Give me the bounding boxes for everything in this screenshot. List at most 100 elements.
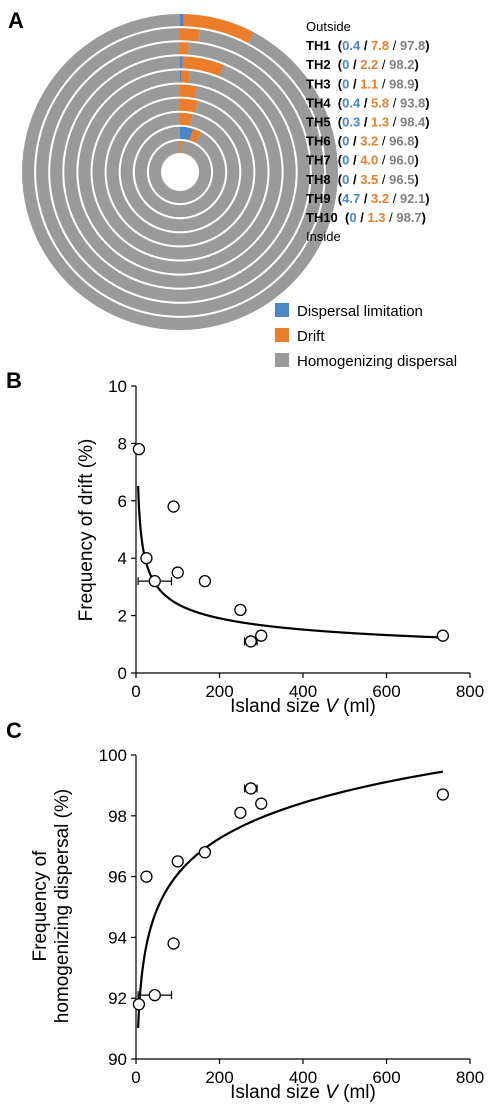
panel-c-letter: C	[6, 718, 22, 743]
legend: Dispersal limitation Drift Homogenizing …	[275, 303, 457, 370]
th10-drift-segment	[180, 140, 183, 154]
ring-label-th8: TH8 (0 / 3.5 / 96.5)	[306, 172, 419, 187]
ring-th7	[106, 98, 254, 246]
x-axis-title-c-var: V	[325, 1082, 340, 1103]
ring-label-th5: TH5 (0.3 / 1.3 / 98.4)	[306, 115, 430, 130]
data-point-b-1	[140, 552, 153, 565]
ring-labels: Outside TH1 (0.4 / 7.8 / 97.8) TH2 (0 / 2.…	[306, 19, 430, 244]
ring-label-th10: TH10 (0 / 1.3 / 98.7)	[306, 210, 426, 225]
ring-name: TH8	[306, 172, 331, 187]
th6-drift-segment	[180, 84, 198, 99]
data-point-b-0	[132, 442, 146, 456]
data-point-b-9	[436, 629, 450, 642]
fit-curve-b	[136, 486, 443, 639]
th4-dispersal-limitation-segment	[180, 56, 183, 69]
drift-value: 5.8	[371, 95, 389, 110]
legend-swatch-drift	[275, 328, 289, 342]
outside-label: Outside	[306, 19, 351, 34]
ring-th4	[64, 56, 296, 288]
ring-label-th4: TH4 (0.4 / 5.8 / 93.8)	[306, 95, 430, 110]
th9-homogenizing-dispersal-segment	[134, 126, 226, 218]
th1-drift-segment	[183, 14, 254, 43]
panel-a-letter: A	[8, 8, 24, 33]
ring-name: TH9	[306, 191, 331, 206]
homogenizing-dispersal-value: 96.0	[389, 153, 414, 168]
ring-th9	[134, 126, 226, 218]
x-axis-title-b-unit: (ml)	[343, 696, 376, 717]
ring-th1	[22, 13, 339, 330]
data-point-b-2	[148, 575, 161, 588]
drift-value: 3.2	[360, 134, 378, 149]
drift-value: 1.3	[367, 210, 385, 225]
data-point-c-5	[198, 846, 212, 859]
homogenizing-dispersal-value: 92.1	[400, 191, 425, 206]
y-tick-label-b-0: 0	[118, 664, 127, 683]
th10-homogenizing-dispersal-segment	[148, 140, 212, 204]
drift-value: 4.0	[360, 153, 378, 168]
ring-name: TH2	[306, 57, 331, 72]
data-point-c-4	[171, 855, 184, 868]
th6-homogenizing-dispersal-segment	[92, 84, 268, 260]
th3-drift-segment	[180, 42, 189, 55]
ring-label-th7: TH7 (0 / 4.0 / 96.0)	[306, 153, 419, 168]
ring-name: TH6	[306, 134, 331, 149]
ring-name: TH3	[306, 76, 331, 91]
y-tick-label-c-100: 100	[99, 746, 127, 765]
x-axis-title-c: Island size V (ml)	[230, 1082, 376, 1103]
th5-drift-segment	[181, 70, 191, 83]
y-tick-label-c-90: 90	[108, 1050, 127, 1069]
legend-label-homogenizing-dispersal: Homogenizing dispersal	[297, 353, 457, 370]
dispersal-limitation-value: 0	[342, 76, 349, 91]
ring-th5	[78, 70, 282, 274]
dispersal-limitation-value: 0	[349, 210, 356, 225]
ring-th8	[120, 112, 240, 232]
ring-th2	[36, 28, 324, 316]
y-tick-label-c-92: 92	[108, 989, 127, 1008]
homogenizing-dispersal-value: 98.2	[389, 57, 414, 72]
dispersal-limitation-value: 0.3	[342, 115, 360, 130]
dispersal-limitation-value: 0.4	[342, 95, 361, 110]
ring-label-th6: TH6 (0 / 3.2 / 96.8)	[306, 134, 419, 149]
dispersal-limitation-value: 0	[342, 57, 349, 72]
homogenizing-dispersal-value: 96.8	[389, 134, 414, 149]
y-tick-label-b-2: 2	[118, 607, 127, 626]
legend-swatch-dispersal-limitation	[275, 303, 289, 317]
drift-value: 7.8	[371, 38, 389, 53]
data-point-b-6	[234, 603, 247, 617]
x-axis-title-c-unit: (ml)	[343, 1082, 376, 1103]
drift-scatter-plot: 0 2 4 6 8 10 0 200 400 600 800	[108, 377, 484, 701]
data-point-c-7	[244, 782, 257, 795]
ring-name: TH7	[306, 153, 331, 168]
y-tick-label-c-98: 98	[108, 807, 127, 826]
drift-value: 3.5	[360, 172, 378, 187]
dispersal-limitation-value: 0	[342, 172, 349, 187]
ring-name: TH1	[306, 38, 331, 53]
y-tick-label-c-94: 94	[108, 928, 127, 947]
y-tick-label-c-96: 96	[108, 868, 127, 887]
y-axis-title-c-line2: homogenizing dispersal (%)	[52, 789, 73, 1023]
dispersal-limitation-value: 0.4	[342, 38, 361, 53]
data-point-c-9	[436, 788, 450, 801]
drift-value: 3.2	[371, 191, 389, 206]
th4-drift-segment	[182, 56, 224, 77]
th9-drift-segment	[189, 128, 202, 143]
y-axis-title-c-line1: Frequency of	[30, 850, 51, 962]
legend-label-dispersal-limitation: Dispersal limitation	[297, 303, 423, 320]
homogenizing-dispersal-value: 93.8	[400, 95, 425, 110]
x-axis-title-b-text: Island size	[230, 696, 320, 717]
data-point-c-8	[255, 797, 268, 810]
x-tick-label-c-200: 200	[205, 1068, 233, 1087]
data-point-c-1	[140, 870, 153, 883]
ring-th10	[148, 140, 212, 204]
data-point-b-5	[198, 575, 212, 588]
homogenizing-dispersal-value: 96.5	[389, 172, 414, 187]
dispersal-limitation-value: 0	[342, 153, 349, 168]
y-tick-label-b-8: 8	[118, 434, 127, 453]
data-point-c-3	[167, 937, 180, 950]
data-point-b-4	[171, 566, 184, 579]
ring-label-th2: TH2 (0 / 2.2 / 98.2)	[306, 57, 419, 72]
drift-value: 1.1	[360, 76, 378, 91]
x-tick-label-c-400: 400	[289, 1068, 317, 1087]
homogenizing-scatter-plot: 90 92 94 96 98 100 0 200 400 600 800	[99, 746, 485, 1087]
ring-label-th3: TH3 (0 / 1.1 / 98.9)	[306, 76, 419, 91]
